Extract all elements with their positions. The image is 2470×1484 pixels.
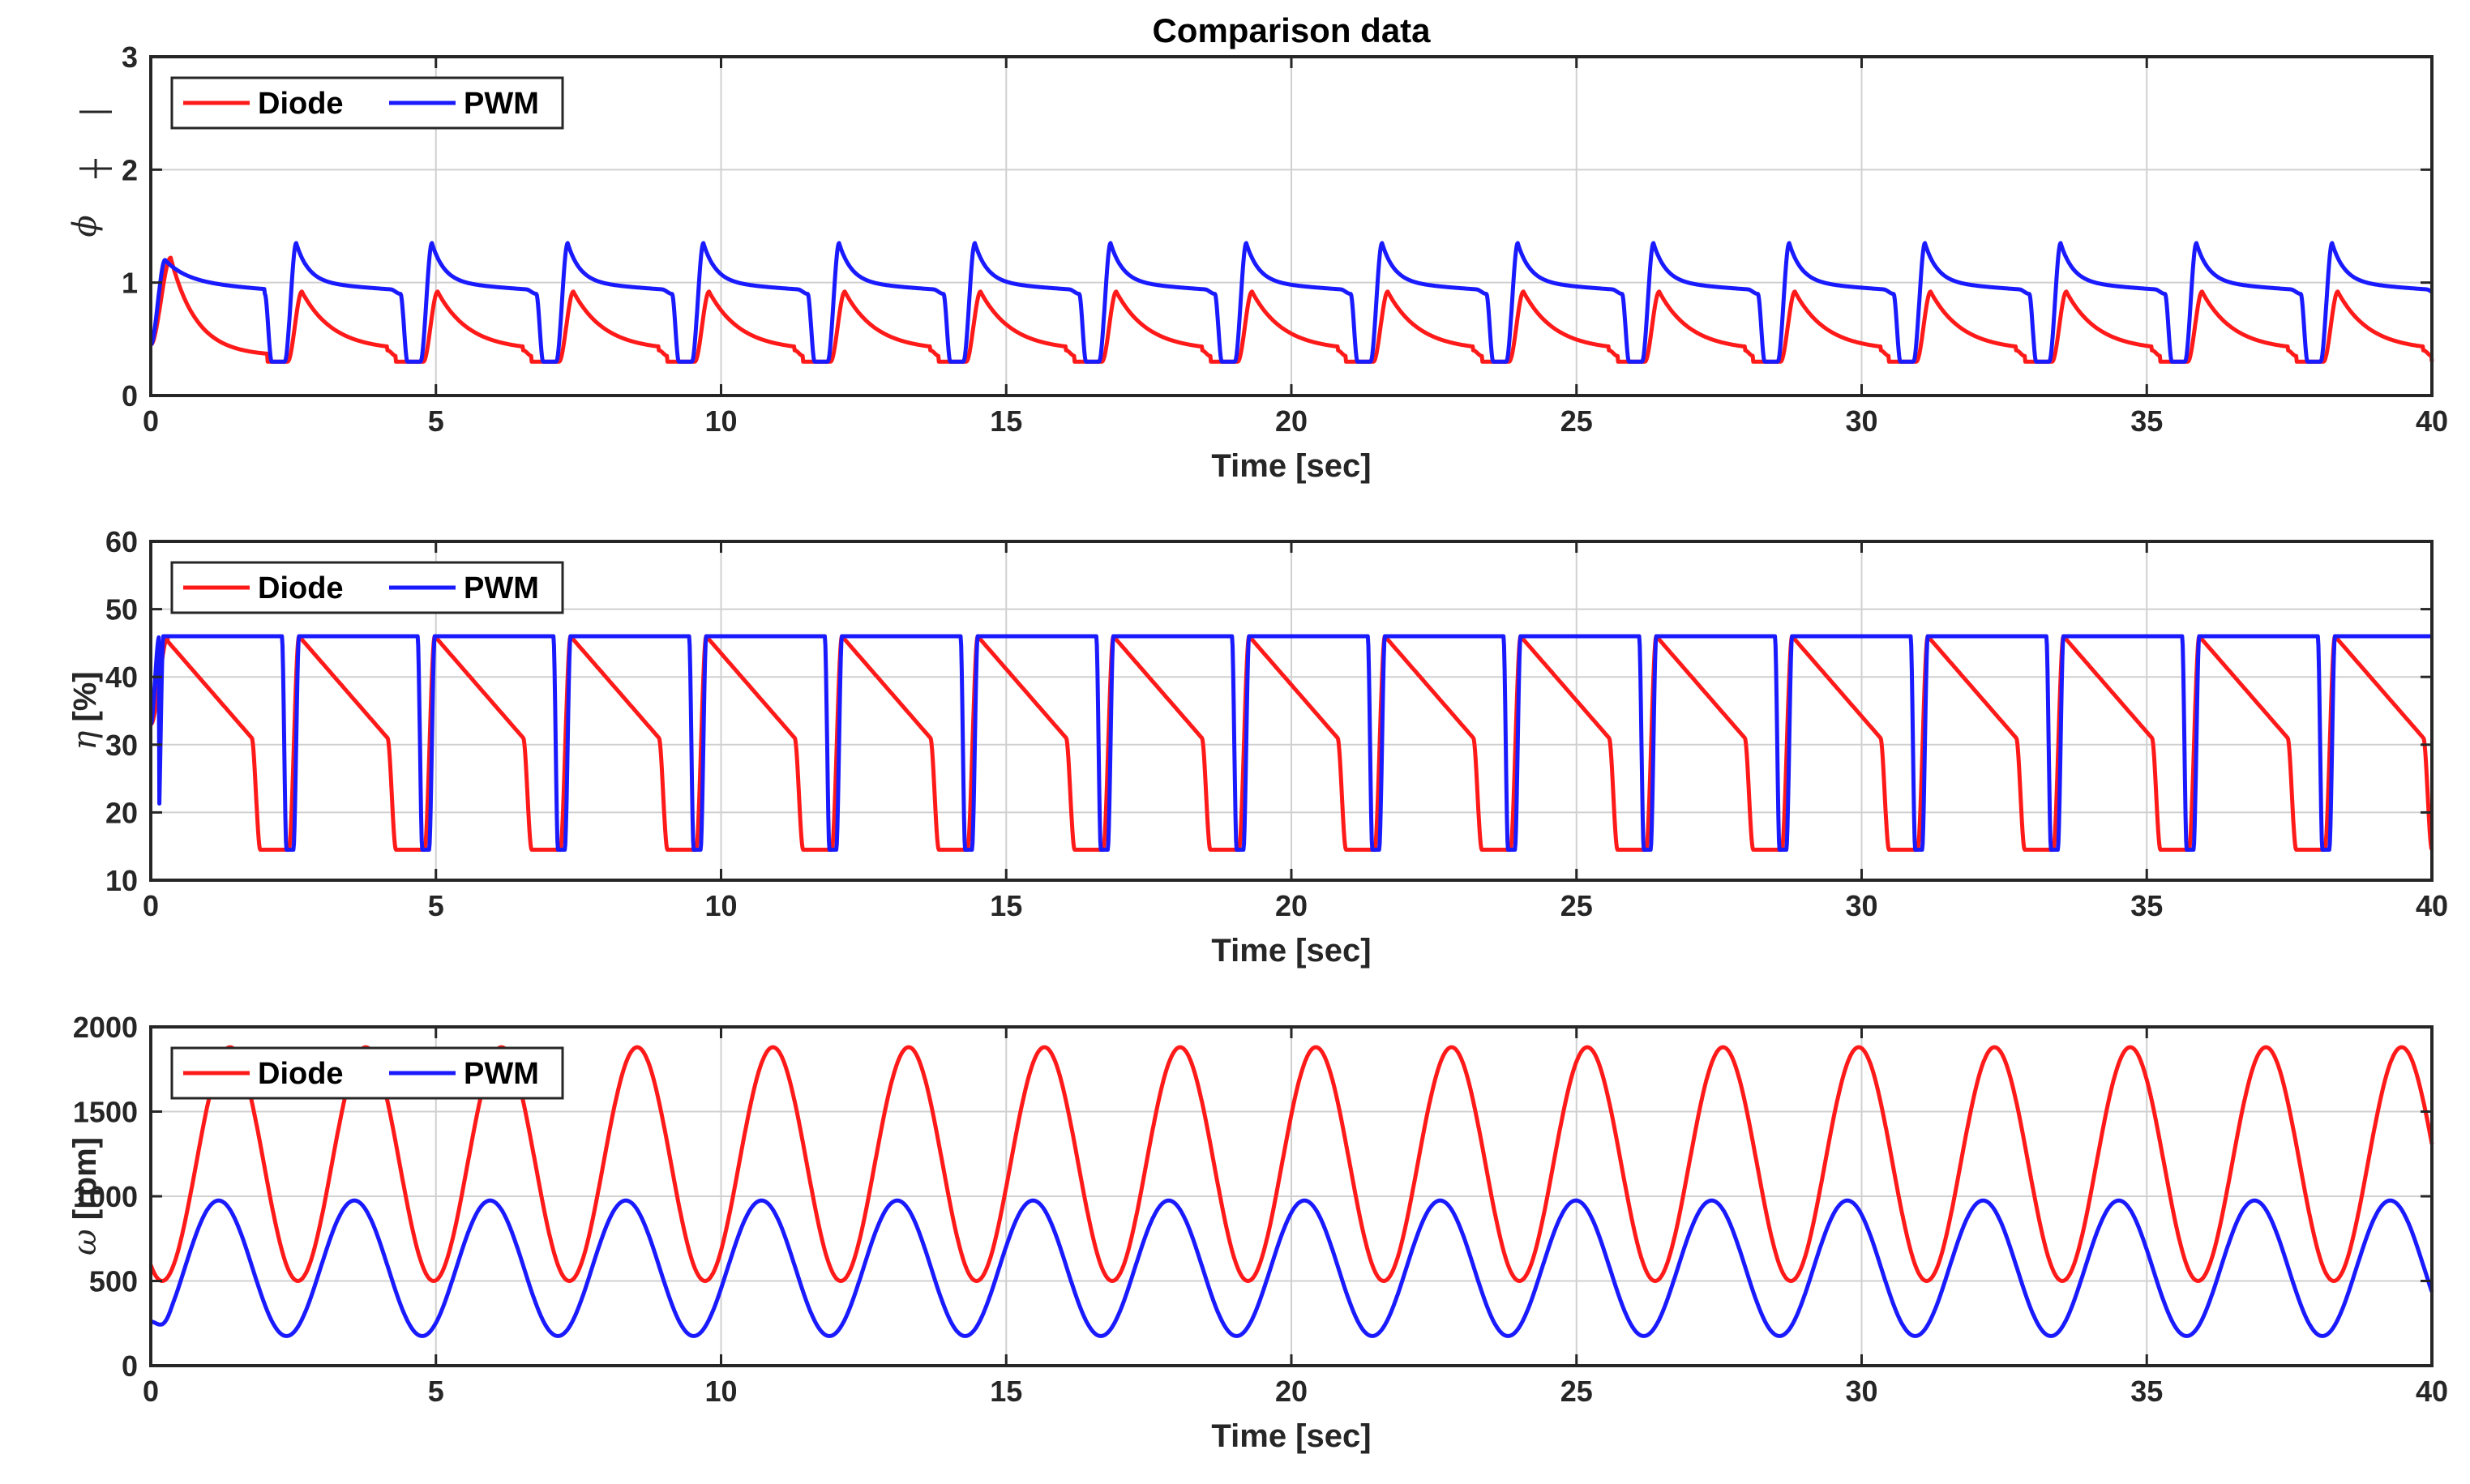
- legend: Diode PWM: [170, 1046, 564, 1100]
- y-axis-symbol: ω: [66, 1229, 104, 1255]
- x-tick-label: 35: [2130, 1375, 2163, 1408]
- x-tick-label: 5: [428, 404, 444, 438]
- x-tick-label: 25: [1560, 1375, 1593, 1408]
- legend: Diode PWM: [170, 561, 564, 614]
- y-axis-symbol: η: [66, 731, 104, 751]
- y-axis-label: η [%]: [66, 671, 104, 750]
- x-tick-label: 0: [143, 404, 159, 438]
- x-tick-label: 0: [143, 1375, 159, 1408]
- x-tick-label: 25: [1560, 404, 1593, 438]
- x-axis-label: Time [sec]: [1211, 1418, 1371, 1454]
- y-tick-label: 500: [89, 1265, 138, 1298]
- legend-label-pwm: PWM: [464, 87, 539, 121]
- x-axis-label: Time [sec]: [1211, 933, 1371, 969]
- y-tick-label: 3: [122, 41, 138, 74]
- x-tick-label: 40: [2416, 889, 2448, 922]
- y-tick-label: 2000: [73, 1011, 138, 1044]
- legend-label-diode: Diode: [258, 571, 344, 605]
- legend: Diode PWM: [170, 76, 564, 130]
- x-tick-label: 5: [428, 889, 444, 922]
- x-tick-label: 5: [428, 1375, 444, 1408]
- x-tick-label: 10: [704, 889, 737, 922]
- y-axis-unit: [%]: [67, 671, 103, 730]
- x-tick-label: 30: [1845, 404, 1877, 438]
- x-tick-label: 10: [704, 404, 737, 438]
- y-axis-symbol: ϕ: [66, 215, 104, 237]
- series-line-pwm: [149, 1198, 2434, 1338]
- x-tick-label: 15: [990, 404, 1022, 438]
- y-tick-label: 50: [105, 593, 138, 627]
- x-tick-label: 10: [704, 1375, 737, 1408]
- y-tick-label: 40: [105, 661, 138, 694]
- x-tick-label: 35: [2130, 404, 2163, 438]
- y-tick-label: 1000: [73, 1180, 138, 1213]
- legend-label-diode: Diode: [258, 1057, 344, 1091]
- series-line-diode: [149, 255, 2434, 364]
- panel-2: 0 5 10 15 20 25 30 35 40 10 20 30 40 50 60 Time [sec] η …: [66, 525, 2448, 969]
- y-tick-label: 0: [122, 1349, 138, 1383]
- x-tick-label: 20: [1275, 889, 1308, 922]
- x-tick-label: 20: [1275, 404, 1308, 438]
- y-tick-label: 60: [105, 525, 138, 558]
- y-tick-label: 2: [122, 153, 138, 186]
- legend-label-pwm: PWM: [464, 1057, 539, 1091]
- y-tick-label: 10: [105, 864, 138, 897]
- legend-label-pwm: PWM: [464, 571, 539, 605]
- series-line-pwm: [149, 241, 2434, 364]
- legend-label-diode: Diode: [258, 87, 344, 121]
- x-axis-label: Time [sec]: [1211, 448, 1371, 484]
- x-tick-label: 25: [1560, 889, 1593, 922]
- x-tick-label: 15: [990, 1375, 1022, 1408]
- figure-title: Comparison data: [1152, 11, 1431, 49]
- y-axis-unit: [rpm]: [67, 1137, 103, 1229]
- x-tick-label: 40: [2416, 1375, 2448, 1408]
- y-tick-label: 1: [122, 267, 138, 300]
- y-tick-label: 0: [122, 379, 138, 413]
- x-tick-label: 30: [1845, 1375, 1877, 1408]
- x-tick-label: 15: [990, 889, 1022, 922]
- y-tick-label: 20: [105, 796, 138, 829]
- x-tick-label: 20: [1275, 1375, 1308, 1408]
- panel-3: 0 5 10 15 20 25 30 35 40 0 500 1000 1500 2000 Time [se…: [66, 1011, 2448, 1454]
- series-line-pwm: [148, 634, 2434, 852]
- y-tick-label: 1500: [73, 1096, 138, 1129]
- x-tick-label: 40: [2416, 404, 2448, 438]
- y-tick-label: 30: [105, 729, 138, 762]
- x-tick-label: 0: [143, 889, 159, 922]
- series-line-diode: [148, 1045, 2434, 1283]
- y-axis-label: ω [rpm]: [66, 1137, 104, 1255]
- y-axis-label: ϕ: [66, 215, 104, 237]
- panel-1: 0 5 10 15 20 25 30 35 40 0 1 2 3 Time [sec] ϕ Diode PWM: [66, 41, 2448, 484]
- x-tick-label: 30: [1845, 889, 1877, 922]
- x-tick-label: 35: [2130, 889, 2163, 922]
